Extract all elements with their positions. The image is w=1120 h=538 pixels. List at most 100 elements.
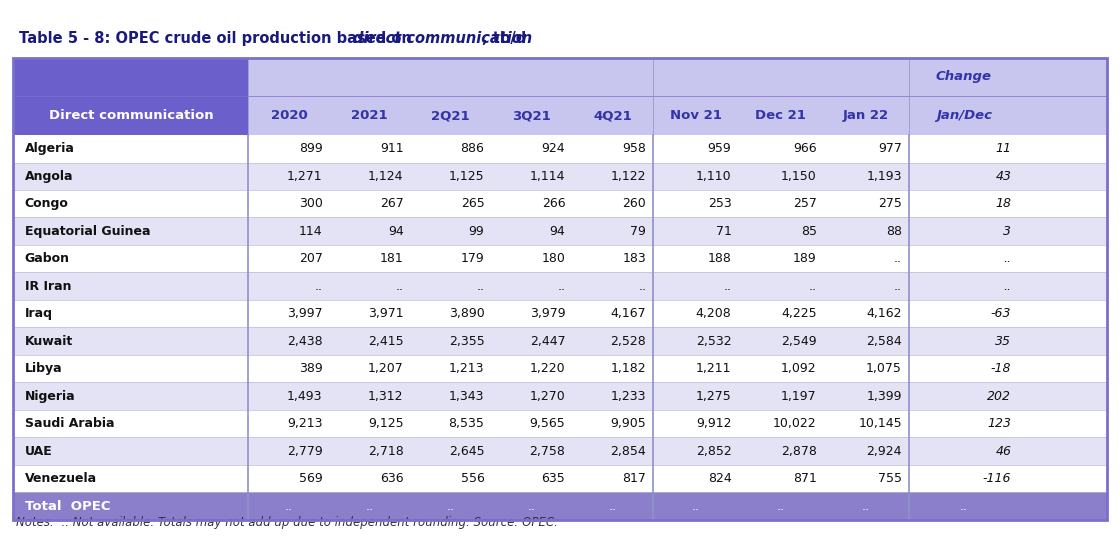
Text: 8,535: 8,535 [448, 417, 485, 430]
Text: ..: .. [476, 280, 485, 293]
Text: 1,122: 1,122 [610, 170, 646, 183]
Text: 2020: 2020 [271, 109, 307, 122]
Text: 260: 260 [623, 197, 646, 210]
Bar [13, 328, 1107, 355]
Text: 9,213: 9,213 [287, 417, 323, 430]
Bar [13, 437, 1107, 465]
Text: 181: 181 [380, 252, 403, 265]
Text: 2,532: 2,532 [696, 335, 731, 348]
Text: 207: 207 [299, 252, 323, 265]
Bar [13, 383, 1107, 410]
Text: 88: 88 [886, 225, 902, 238]
Text: Venezuela: Venezuela [25, 472, 96, 485]
Text: 188: 188 [708, 252, 731, 265]
Bar [13, 217, 1107, 245]
Text: 202: 202 [987, 390, 1011, 402]
Text: 94: 94 [388, 225, 403, 238]
Text: -116: -116 [982, 472, 1011, 485]
Text: ..: .. [558, 280, 566, 293]
Text: 275: 275 [878, 197, 902, 210]
Text: ..: .. [1004, 280, 1011, 293]
Text: 635: 635 [542, 472, 566, 485]
Text: 4,225: 4,225 [781, 307, 816, 320]
Text: 1,193: 1,193 [867, 170, 902, 183]
Text: Saudi Arabia: Saudi Arabia [25, 417, 114, 430]
Text: 755: 755 [878, 472, 902, 485]
Text: 79: 79 [631, 225, 646, 238]
Text: 1,493: 1,493 [287, 390, 323, 402]
Text: 958: 958 [623, 142, 646, 155]
Bar [13, 58, 249, 96]
Bar [249, 58, 1107, 96]
Text: 2,924: 2,924 [867, 444, 902, 457]
Text: 1,275: 1,275 [696, 390, 731, 402]
Text: 871: 871 [793, 472, 816, 485]
Text: 636: 636 [380, 472, 403, 485]
Text: 1,197: 1,197 [781, 390, 816, 402]
Text: ..: .. [395, 280, 403, 293]
Text: 10,022: 10,022 [773, 417, 816, 430]
Text: 959: 959 [708, 142, 731, 155]
Text: ..: .. [894, 280, 902, 293]
Text: 2,852: 2,852 [696, 444, 731, 457]
Text: 966: 966 [793, 142, 816, 155]
Text: 1,213: 1,213 [449, 362, 485, 375]
Text: 1,312: 1,312 [368, 390, 403, 402]
Text: 2,779: 2,779 [287, 444, 323, 457]
Text: ..: .. [638, 280, 646, 293]
Text: 9,912: 9,912 [696, 417, 731, 430]
Text: , tb/d: , tb/d [482, 31, 526, 46]
Text: 2,854: 2,854 [610, 444, 646, 457]
Text: Iraq: Iraq [25, 307, 53, 320]
Text: Congo: Congo [25, 197, 68, 210]
Text: 11: 11 [996, 142, 1011, 155]
Bar [13, 300, 1107, 328]
Text: 253: 253 [708, 197, 731, 210]
Text: ..: .. [724, 280, 731, 293]
Text: 2,415: 2,415 [367, 335, 403, 348]
Text: 2,447: 2,447 [530, 335, 566, 348]
Text: ..: .. [894, 252, 902, 265]
Bar [13, 96, 249, 135]
Text: Jan 22: Jan 22 [843, 109, 889, 122]
Text: 9,905: 9,905 [610, 417, 646, 430]
Text: 1,207: 1,207 [367, 362, 403, 375]
Text: ..: .. [691, 499, 700, 513]
Text: 556: 556 [460, 472, 485, 485]
Text: Jan/Dec: Jan/Dec [936, 109, 992, 122]
Text: Nigeria: Nigeria [25, 390, 75, 402]
Text: 2,718: 2,718 [367, 444, 403, 457]
Text: ..: .. [960, 499, 968, 513]
Text: -18: -18 [991, 362, 1011, 375]
Text: Angola: Angola [25, 170, 73, 183]
Text: 2,758: 2,758 [530, 444, 566, 457]
Text: 1,233: 1,233 [610, 390, 646, 402]
Text: Equatorial Guinea: Equatorial Guinea [25, 225, 150, 238]
Text: 183: 183 [623, 252, 646, 265]
Text: 99: 99 [468, 225, 485, 238]
Text: 189: 189 [793, 252, 816, 265]
Text: -63: -63 [991, 307, 1011, 320]
Bar [13, 492, 1107, 520]
Text: Libya: Libya [25, 362, 63, 375]
Text: 3,997: 3,997 [287, 307, 323, 320]
Text: 3,971: 3,971 [367, 307, 403, 320]
Bar [13, 272, 1107, 300]
Bar [13, 465, 1107, 492]
Text: 267: 267 [380, 197, 403, 210]
Text: 18: 18 [996, 197, 1011, 210]
Text: 2021: 2021 [352, 109, 389, 122]
Text: 2,438: 2,438 [287, 335, 323, 348]
Text: 1,092: 1,092 [781, 362, 816, 375]
Text: 123: 123 [987, 417, 1011, 430]
Text: ..: .. [528, 499, 535, 513]
Text: 114: 114 [299, 225, 323, 238]
Text: 3Q21: 3Q21 [512, 109, 551, 122]
Text: Direct communication: Direct communication [48, 109, 213, 122]
Text: ..: .. [809, 280, 816, 293]
Text: 35: 35 [996, 335, 1011, 348]
Text: Algeria: Algeria [25, 142, 75, 155]
Text: 1,075: 1,075 [866, 362, 902, 375]
Text: 4,162: 4,162 [867, 307, 902, 320]
Text: UAE: UAE [25, 444, 53, 457]
